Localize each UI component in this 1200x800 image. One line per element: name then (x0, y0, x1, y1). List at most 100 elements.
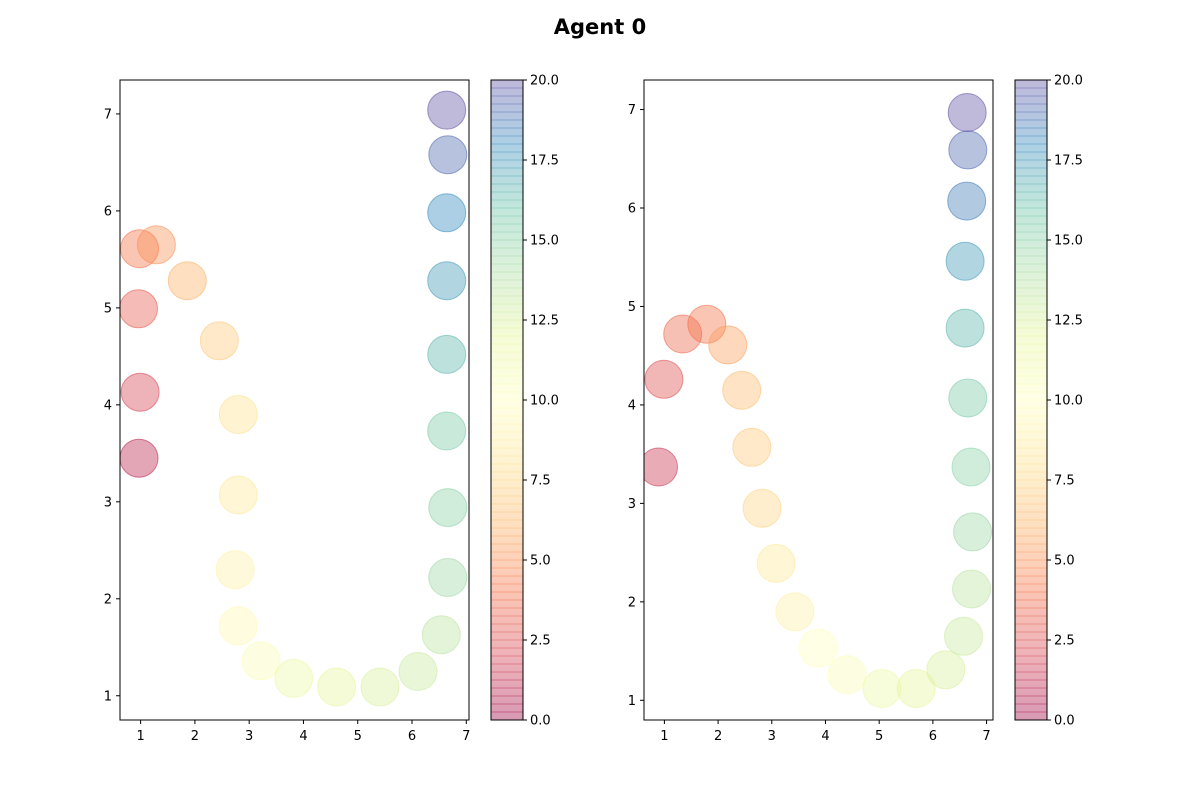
y-tick-label: 6 (628, 202, 636, 217)
scatter-point-10 (218, 606, 258, 646)
scatter-point-9 (775, 592, 815, 632)
y-tick-label: 3 (628, 497, 636, 512)
scatter-point-8 (218, 475, 258, 515)
scatter-point-17 (428, 558, 468, 597)
scatter-point-5 (167, 261, 207, 301)
y-tick-label: 5 (104, 301, 112, 316)
y-tick-label: 6 (104, 204, 112, 219)
y-tick-label: 2 (628, 595, 636, 610)
scatter-points (120, 90, 468, 707)
scatter-point-12 (862, 669, 902, 708)
colorbar-tick-label: 5.0 (1054, 554, 1075, 569)
y-tick-label: 1 (628, 694, 636, 709)
scatter-point-10 (798, 628, 838, 668)
scatter-point-1 (120, 372, 160, 412)
scatter-point-0 (120, 438, 159, 478)
scatter-point-4 (136, 225, 176, 265)
x-tick-label: 2 (191, 729, 199, 744)
x-tick-label: 4 (821, 729, 829, 744)
scatter-point-15 (944, 616, 983, 656)
colorbar-tick-label: 12.5 (530, 314, 559, 329)
scatter-point-11 (241, 641, 281, 681)
scatter-point-2 (663, 314, 703, 354)
scatter-point-6 (732, 427, 772, 467)
scatter-point-24 (427, 90, 467, 130)
colorbar: 0.0 2.5 5.0 7.5 10.0 12.5 15.0 17.5 20.0 (490, 74, 559, 729)
scatter-point-21 (945, 241, 985, 281)
scatter-point-14 (926, 650, 966, 690)
scatter-point-13 (317, 667, 357, 707)
x-tick-label: 6 (929, 729, 937, 744)
scatter-point-24 (947, 93, 987, 132)
scatter-point-11 (827, 655, 867, 695)
y-tick-label: 7 (628, 103, 636, 118)
x-tick-label: 6 (408, 729, 416, 744)
figure-title: Agent 0 (554, 15, 646, 39)
scatter-point-23 (948, 130, 988, 170)
colorbar-tick-label: 15.0 (1054, 234, 1083, 249)
scatter-point-14 (360, 667, 400, 707)
colorbar-tick-label: 20.0 (530, 74, 559, 89)
scatter-point-8 (756, 543, 796, 583)
scatter-panel-right: 1 2 3 4 5 6 7 1 2 3 4 5 6 7 0.0 2.5 5.0 7.5 10.0 12.5 15.0 17… (628, 74, 1083, 745)
scatter-point-21 (427, 261, 467, 301)
scatter-point-9 (215, 550, 255, 590)
scatter-point-18 (428, 488, 468, 528)
scatter-point-0 (644, 447, 678, 487)
scatter-point-20 (945, 308, 985, 348)
colorbar-tick-label: 20.0 (1054, 74, 1083, 89)
scatter-point-16 (952, 569, 991, 609)
axes-frame (119, 79, 470, 721)
scatter-point-19 (427, 411, 467, 451)
colorbar-tick-label: 2.5 (1054, 634, 1075, 649)
scatter-point-15 (398, 652, 438, 691)
colorbar-tick-label: 7.5 (530, 474, 551, 489)
y-tick-label: 7 (104, 107, 112, 122)
colorbar-tick-label: 0.0 (530, 714, 551, 729)
colorbar-tick-label: 17.5 (1054, 154, 1083, 169)
axes-frame (643, 79, 994, 721)
colorbar: 0.0 2.5 5.0 7.5 10.0 12.5 15.0 17.5 20.0 (1014, 74, 1083, 729)
colorbar-tick-label: 10.0 (1054, 394, 1083, 409)
x-tick-label: 5 (875, 729, 883, 744)
colorbar-tick-label: 17.5 (530, 154, 559, 169)
x-tick-label: 2 (714, 729, 722, 744)
scatter-point-5 (722, 370, 762, 410)
scatter-point-19 (948, 378, 988, 418)
y-tick-label: 5 (628, 300, 636, 315)
scatter-point-22 (947, 181, 987, 221)
colorbar-tick-label: 2.5 (530, 634, 551, 649)
scatter-point-1 (644, 359, 684, 399)
colorbar-tick-label: 5.0 (530, 554, 551, 569)
scatter-point-3 (687, 304, 727, 344)
scatter-point-6 (199, 321, 239, 361)
colorbar-tick-label: 10.0 (530, 394, 559, 409)
scatter-point-13 (896, 669, 936, 708)
x-tick-label: 1 (660, 729, 668, 744)
scatter-panel-left: 1 2 3 4 5 6 7 1 2 3 4 5 6 7 0.0 2.5 5.0 7.5 10.0 12.5 15.0 17… (104, 74, 559, 745)
scatter-points (644, 93, 993, 708)
scatter-point-16 (421, 615, 461, 655)
y-tick-label: 1 (104, 689, 112, 704)
y-tick-label: 4 (104, 398, 112, 413)
scatter-point-4 (708, 325, 748, 365)
x-tick-label: 5 (354, 729, 362, 744)
y-tick-label: 2 (104, 592, 112, 607)
x-tick-label: 1 (136, 729, 144, 744)
scatter-point-20 (427, 334, 467, 374)
x-tick-label: 4 (299, 729, 307, 744)
scatter-point-7 (742, 488, 782, 528)
scatter-point-23 (428, 135, 468, 175)
y-tick-label: 3 (104, 495, 112, 510)
scatter-point-18 (951, 447, 991, 487)
colorbar-tick-label: 12.5 (1054, 314, 1083, 329)
colorbar-tick-label: 15.0 (530, 234, 559, 249)
scatter-point-12 (274, 658, 314, 698)
x-tick-label: 7 (982, 729, 990, 744)
colorbar-tick-label: 7.5 (1054, 474, 1075, 489)
scatter-point-7 (218, 395, 258, 434)
x-tick-label: 7 (462, 729, 470, 744)
y-tick-label: 4 (628, 398, 636, 413)
scatter-point-2 (120, 289, 158, 329)
